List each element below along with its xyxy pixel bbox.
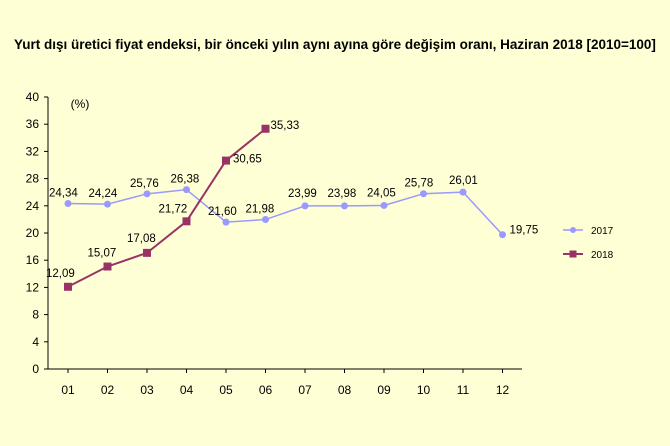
series-line-2018 [67, 127, 267, 288]
data-label: 17,08 [127, 233, 156, 245]
x-tick-label: 07 [298, 383, 312, 397]
data-label: 25,76 [130, 178, 159, 190]
y-tick-label: 32 [26, 144, 40, 158]
y-tick-label: 40 [26, 90, 40, 104]
x-tick-label: 09 [377, 383, 391, 397]
y-tick-label: 16 [26, 253, 40, 267]
data-point [104, 200, 111, 208]
x-tick-label: 01 [61, 383, 75, 397]
data-label: 35,33 [271, 120, 300, 132]
x-tick-label: 08 [338, 383, 352, 397]
x-tick-label: 06 [259, 383, 273, 397]
data-point [64, 282, 72, 291]
data-label: 24,34 [49, 187, 78, 199]
legend-item-2017: 2017 [563, 226, 614, 237]
data-point [261, 124, 270, 133]
data-point [143, 190, 151, 198]
series-2018: 12,09 15,07 17,08 21,72 30,65 35,33 [46, 120, 299, 291]
data-point [380, 201, 388, 209]
y-tick-label: 8 [32, 308, 39, 322]
x-tick-label: 10 [417, 383, 431, 397]
x-tick-label: 03 [140, 383, 154, 397]
data-label: 26,38 [171, 174, 200, 186]
chart-title: Yurt dışı üretici fiyat endeksi, bir önc… [14, 37, 656, 52]
x-tick-label: 05 [219, 383, 233, 397]
data-point [341, 202, 348, 210]
data-label: 19,75 [510, 225, 539, 237]
data-point [183, 186, 190, 194]
y-tick-label: 20 [26, 226, 40, 240]
y-tick-label: 28 [26, 172, 40, 186]
data-point [262, 216, 269, 224]
y-tick-label: 4 [32, 335, 39, 349]
data-label: 23,98 [328, 188, 357, 200]
data-label: 23,99 [288, 188, 317, 200]
y-tick-label: 0 [32, 362, 39, 376]
data-point [222, 218, 230, 226]
data-label: 21,72 [159, 203, 188, 215]
data-label: 12,09 [46, 268, 75, 280]
data-label: 25,78 [405, 178, 434, 190]
series-2017: 24,34 24,24 25,76 26,38 21,60 21,98 23,99 23,98… [49, 174, 538, 239]
x-tick-label: 02 [101, 383, 115, 397]
y-axis-label: (%) [71, 97, 90, 111]
data-label: 24,24 [89, 188, 118, 200]
data-label: 15,07 [88, 248, 117, 260]
legend-label: 2017 [591, 226, 614, 237]
data-label: 26,01 [449, 175, 478, 187]
x-tick-label: 04 [180, 383, 194, 397]
data-point [499, 231, 506, 239]
data-point [301, 202, 309, 210]
data-point [64, 199, 72, 207]
y-tick-label: 36 [26, 117, 40, 131]
data-point [420, 190, 427, 198]
y-tick-label: 24 [26, 199, 40, 213]
legend-marker [569, 250, 577, 258]
data-point [182, 217, 191, 226]
series-line-2017 [67, 188, 504, 236]
data-label: 21,98 [246, 204, 275, 216]
legend-item-2018: 2018 [563, 250, 614, 261]
y-tick-label: 12 [26, 280, 40, 294]
data-point [459, 188, 467, 196]
legend-marker [570, 227, 576, 233]
legend-label: 2018 [591, 250, 614, 261]
data-label: 30,65 [233, 154, 262, 166]
data-label: 24,05 [367, 187, 396, 199]
data-point [143, 248, 151, 257]
data-point [222, 156, 230, 165]
data-label: 21,60 [208, 206, 237, 218]
x-tick-label: 11 [457, 383, 470, 397]
x-tick-label: 12 [496, 383, 510, 397]
data-point [103, 262, 112, 271]
